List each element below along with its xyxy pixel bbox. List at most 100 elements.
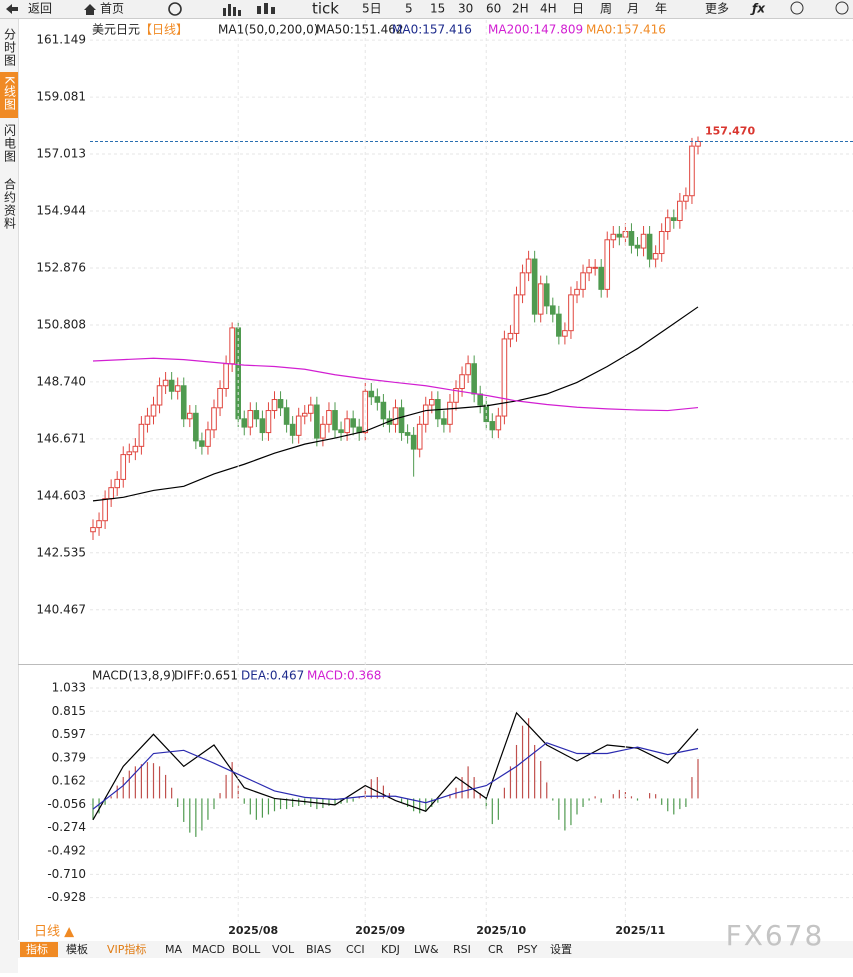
toolbar-item[interactable]: 月 xyxy=(627,2,639,16)
candle-body xyxy=(368,390,375,398)
candle-body xyxy=(398,407,405,434)
toolbar-item[interactable]: 更多 xyxy=(705,2,729,16)
candle-body xyxy=(314,404,320,439)
period-button[interactable]: 日线 ▲ xyxy=(34,925,74,940)
x-tick-label: 2025/10 xyxy=(476,924,526,937)
toolbar-item[interactable]: 年 xyxy=(655,2,667,16)
indicator-tab[interactable]: KDJ xyxy=(381,943,400,956)
candle-body xyxy=(689,145,695,197)
candle-body xyxy=(634,244,641,249)
indicator-tab[interactable]: MA xyxy=(165,943,182,956)
toolbar-item[interactable]: 60 xyxy=(486,2,501,16)
candle-body xyxy=(683,195,689,202)
candle-body xyxy=(592,266,598,269)
y-tick-label: 146.671 xyxy=(36,431,86,445)
candle-body xyxy=(562,330,568,337)
sidebar-tab[interactable]: 合约资料 xyxy=(3,177,17,230)
indicator-tab[interactable]: VOL xyxy=(272,943,295,956)
candle-body xyxy=(574,288,580,296)
candle-body xyxy=(519,272,526,296)
candle-body xyxy=(586,266,592,274)
candle-body xyxy=(604,239,611,290)
candle-body xyxy=(108,487,114,500)
toolbar-item[interactable]: 30 xyxy=(458,2,473,16)
toolbar-item[interactable]: 首页 xyxy=(100,2,124,16)
y-tick-label: 0.815 xyxy=(52,704,86,718)
indicator-tab[interactable]: 指标 xyxy=(26,942,48,956)
toolbar-item[interactable]: 4H xyxy=(540,2,557,16)
sidebar-tab[interactable]: 闪电图 xyxy=(3,124,17,163)
indicator-label: MA50:151.462 xyxy=(316,23,404,37)
zoom-out-icon[interactable] xyxy=(790,1,804,15)
toolbar-item[interactable]: 5日 xyxy=(362,2,382,16)
candle-body xyxy=(471,363,477,395)
toolbar-item[interactable]: 返回 xyxy=(28,2,52,16)
candle-body xyxy=(211,407,217,431)
y-tick-label: -0.056 xyxy=(47,797,86,811)
toolbar-item[interactable]: tick xyxy=(312,0,339,18)
indicator-line xyxy=(92,357,699,412)
indicator-tab[interactable]: RSI xyxy=(453,943,471,956)
candle-body xyxy=(677,200,683,222)
candle-body xyxy=(187,412,193,420)
zoom-in-icon[interactable] xyxy=(835,1,849,15)
candle-body xyxy=(671,217,677,222)
candle-body xyxy=(640,233,647,249)
candle-body xyxy=(320,423,326,439)
candle-body xyxy=(489,421,496,431)
indicator-tab[interactable]: 模板 xyxy=(66,942,88,956)
back-icon[interactable] xyxy=(6,4,18,14)
candle-body xyxy=(429,399,435,406)
toolbar-item[interactable]: 日 xyxy=(572,2,584,16)
indicator-tab[interactable]: 设置 xyxy=(550,943,572,956)
candle-body xyxy=(525,258,532,274)
candle-body xyxy=(507,332,514,340)
candle-body xyxy=(610,233,617,241)
candle-body xyxy=(174,385,181,392)
y-tick-label: -0.710 xyxy=(47,867,86,881)
candle-body xyxy=(132,445,139,453)
indicator-tab[interactable]: CCI xyxy=(346,943,365,956)
candle-body xyxy=(90,527,96,533)
refresh-icon[interactable] xyxy=(168,2,182,16)
indicator-tab[interactable]: LW& xyxy=(414,943,439,956)
y-tick-label: 159.081 xyxy=(36,90,86,104)
candle-body xyxy=(265,410,272,434)
candle-icon[interactable] xyxy=(257,3,275,14)
chart-icon[interactable] xyxy=(223,4,241,16)
candle-body xyxy=(531,258,538,315)
toolbar-item[interactable]: 周 xyxy=(600,2,612,16)
candle-body xyxy=(241,418,248,428)
sidebar xyxy=(0,19,18,973)
toolbar-item[interactable]: 15 xyxy=(430,2,445,16)
indicator-tab[interactable]: PSY xyxy=(517,943,538,956)
candle-body xyxy=(459,374,465,390)
indicator-tab[interactable]: CR xyxy=(488,943,504,956)
x-tick-label: 2025/11 xyxy=(615,924,665,937)
candle-body xyxy=(247,410,254,428)
candle-body xyxy=(289,423,296,436)
candle-body xyxy=(223,363,229,390)
y-tick-label: 144.603 xyxy=(36,488,86,502)
indicator-tab[interactable]: VIP指标 xyxy=(107,942,146,956)
indicator-tab[interactable]: BOLL xyxy=(232,943,261,956)
fx-icon[interactable]: ƒx xyxy=(750,2,766,16)
candle-body xyxy=(301,412,308,417)
candle-body xyxy=(193,412,199,442)
indicator-tab[interactable]: BIAS xyxy=(306,943,331,956)
candle-body xyxy=(646,233,653,260)
sidebar-tab[interactable]: 分时图 xyxy=(3,28,17,67)
candle-body xyxy=(162,379,169,387)
candle-body xyxy=(477,393,483,406)
toolbar-item[interactable]: 5 xyxy=(405,2,413,16)
indicator-tab[interactable]: MACD xyxy=(192,943,225,956)
candle-body xyxy=(168,379,175,392)
chart-subtitle: 【日线】 xyxy=(140,23,188,37)
candle-body xyxy=(259,418,266,434)
candle-body xyxy=(465,363,471,376)
y-tick-label: 0.162 xyxy=(52,774,86,788)
candle-body xyxy=(453,388,459,403)
toolbar-item[interactable]: 2H xyxy=(512,2,529,16)
home-icon[interactable] xyxy=(84,4,96,15)
sidebar-tab[interactable]: K线图 xyxy=(3,76,17,111)
